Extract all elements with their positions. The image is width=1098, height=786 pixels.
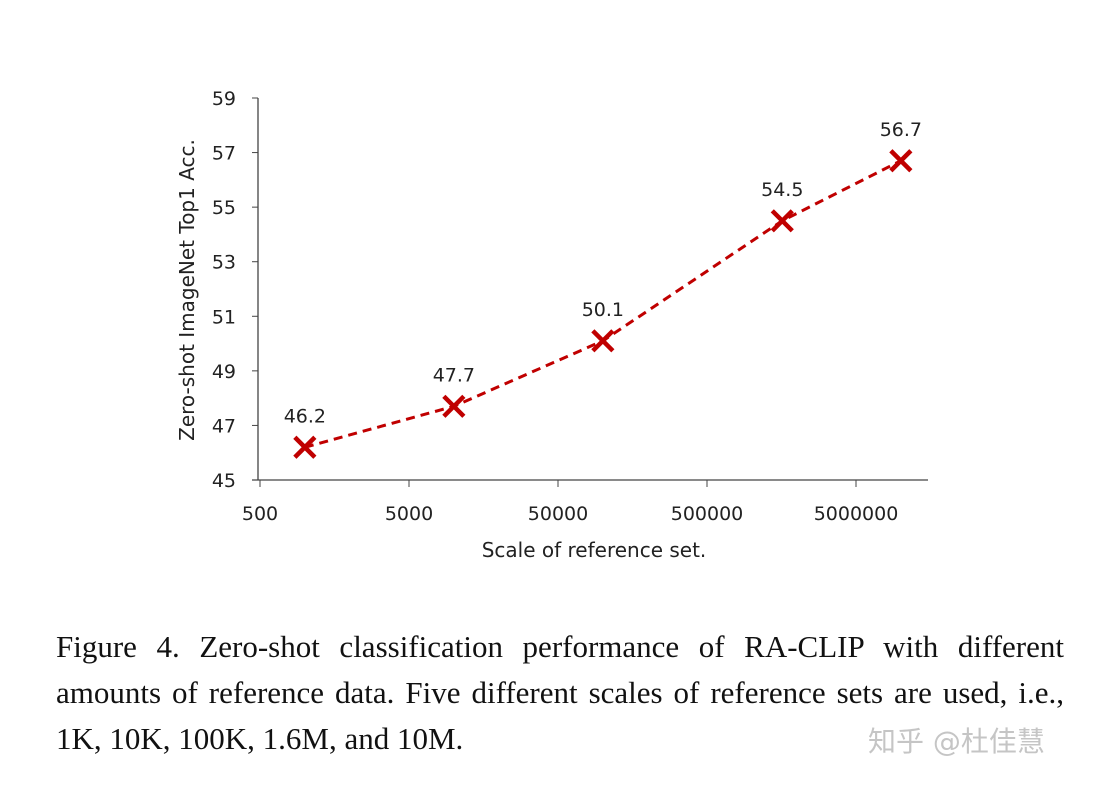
x-tick-label: 5000	[385, 503, 433, 525]
x-tick-label: 50000	[528, 503, 588, 525]
data-label: 46.2	[284, 405, 326, 427]
data-point-marker	[889, 149, 913, 173]
x-tick-label: 500	[242, 503, 278, 525]
figure-caption: Figure 4. Zero-shot classification perfo…	[56, 629, 1064, 756]
y-tick-label: 59	[212, 88, 236, 110]
data-point-marker	[442, 394, 466, 418]
y-tick-label: 51	[212, 306, 236, 328]
y-tick-label: 53	[212, 252, 236, 274]
data-label: 47.7	[433, 364, 475, 386]
data-point-marker	[591, 329, 615, 353]
watermark: 知乎 @杜佳慧	[868, 725, 1045, 758]
x-axis-label: Scale of reference set.	[482, 538, 707, 562]
data-label: 56.7	[880, 119, 922, 141]
data-point-marker	[770, 209, 794, 233]
y-tick-label: 55	[212, 197, 236, 219]
y-tick-label: 47	[212, 415, 236, 437]
y-tick-label: 45	[212, 470, 236, 492]
data-point-marker	[293, 435, 317, 459]
data-label: 50.1	[582, 299, 624, 321]
line-chart: 45 47 49 51 53 55 57 59 500 5000 50000 500000 50000…	[175, 88, 928, 562]
x-tick-label: 500000	[671, 503, 744, 525]
y-tick-label: 49	[212, 361, 236, 383]
y-tick-label: 57	[212, 143, 236, 165]
data-label: 54.5	[761, 179, 803, 201]
y-axis-label: Zero-shot ImageNet Top1 Acc.	[175, 139, 199, 441]
x-tick-label: 5000000	[814, 503, 899, 525]
